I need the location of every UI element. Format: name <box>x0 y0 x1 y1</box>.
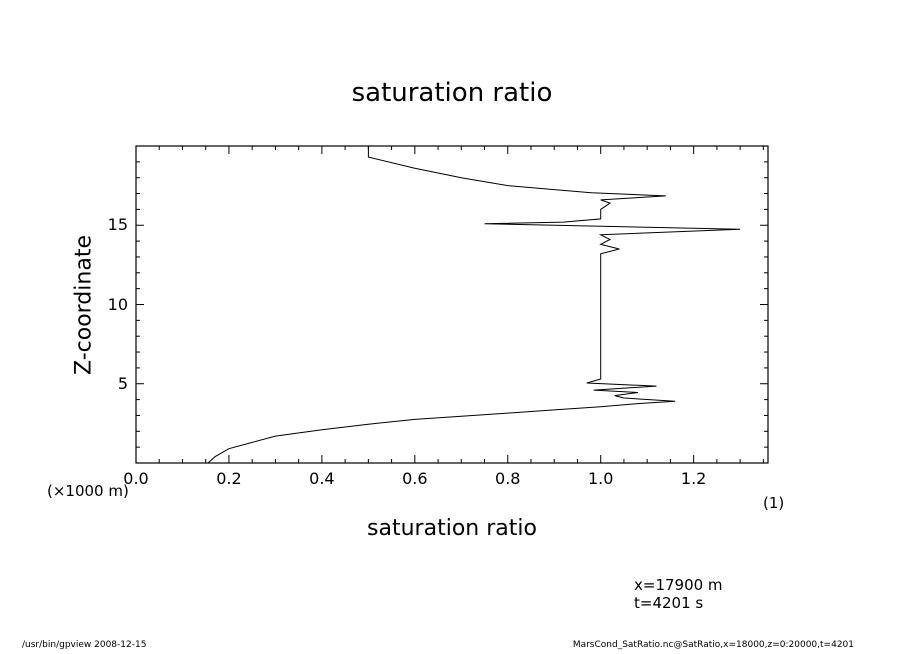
axis-ticks <box>135 146 768 463</box>
x-tick-label: 0.6 <box>402 469 428 488</box>
x-tick-label: 0.2 <box>216 469 242 488</box>
x-tick-label: 0.8 <box>495 469 521 488</box>
footer-right: MarsCond_SatRatio.nc@SatRatio,x=18000,z=… <box>572 640 854 650</box>
y-tick-label: 10 <box>107 294 128 314</box>
x-unit-label: (1) <box>763 494 785 512</box>
time-note: t=4201 s <box>634 594 704 612</box>
x-tick-label: 0.0 <box>123 469 149 488</box>
plot-frame <box>135 145 769 464</box>
series-line <box>207 146 741 464</box>
y-tick-label: 15 <box>107 215 128 235</box>
chart-title: saturation ratio <box>351 78 553 108</box>
x-tick-label: 1.0 <box>587 469 614 488</box>
x-position-note: x=17900 m <box>634 576 723 594</box>
footer-left: /usr/bin/gpview 2008-12-15 <box>22 640 147 650</box>
y-unit-label: (×1000 m) <box>47 482 129 500</box>
x-tick-label: 0.4 <box>309 469 335 488</box>
x-tick-label: 1.2 <box>680 469 707 488</box>
x-axis-label: saturation ratio <box>367 516 537 541</box>
y-tick-label: 5 <box>117 373 128 393</box>
